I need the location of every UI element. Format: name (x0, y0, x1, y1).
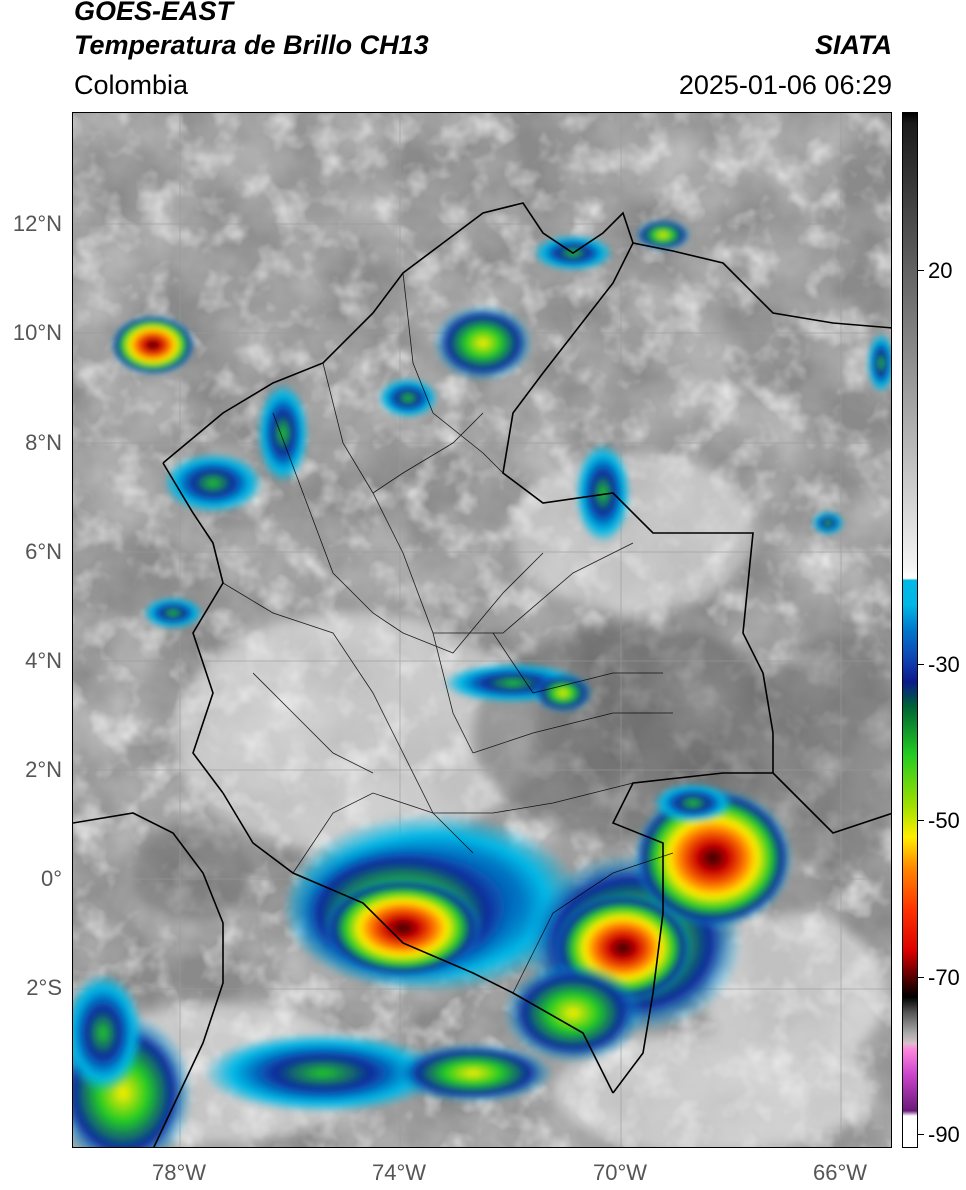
colorbar-tick (918, 977, 924, 978)
satellite-map[interactable] (72, 112, 892, 1148)
colorbar-label-minus70: -70 (928, 965, 960, 990)
lat-label-2s: 2°S (26, 975, 62, 1000)
lat-label-10n: 10°N (12, 320, 62, 345)
lat-label-12n: 12°N (12, 211, 62, 236)
satellite-title: GOES-EAST (74, 0, 234, 26)
colorbar-label-20: 20 (928, 258, 953, 283)
map-canvas (73, 113, 891, 1147)
lat-label-4n: 4°N (25, 648, 62, 673)
datetime-label: 2025-01-06 06:29 (678, 70, 892, 100)
lat-label-6n: 6°N (25, 539, 62, 564)
organization-label: SIATA (815, 30, 892, 60)
lat-label-2n: 2°N (25, 757, 62, 782)
lon-label-74w: 74°W (371, 1160, 427, 1185)
colorbar-label-minus50: -50 (928, 808, 960, 833)
colorbar-tick (918, 270, 924, 271)
product-title: Temperatura de Brillo CH13 (74, 30, 429, 60)
colorbar-tick (918, 820, 924, 821)
colorbar (902, 112, 918, 1148)
lon-label-78w: 78°W (151, 1160, 207, 1185)
lon-label-66w: 66°W (812, 1160, 868, 1185)
borders (73, 202, 891, 1147)
colorbar-tick (918, 1134, 924, 1135)
colorbar-label-minus90: -90 (928, 1122, 960, 1147)
lon-label-70w: 70°W (592, 1160, 648, 1185)
lat-label-8n: 8°N (25, 430, 62, 455)
region-label: Colombia (74, 70, 189, 100)
department-borders (222, 272, 674, 994)
colorbar-label-minus30: -30 (928, 652, 960, 677)
colorbar-tick (918, 664, 924, 665)
lat-label-0: 0° (40, 866, 62, 891)
